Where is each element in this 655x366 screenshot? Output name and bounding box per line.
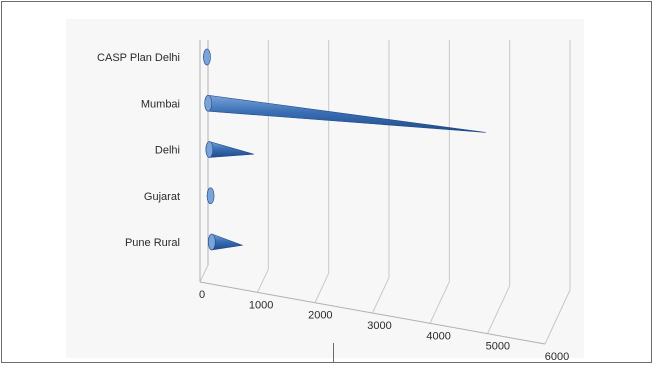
x-tick-label: 1000 xyxy=(249,299,273,311)
category-label: Pune Rural xyxy=(125,237,180,249)
category-label: Mumbai xyxy=(141,98,180,110)
category-labels: CASP Plan Delhi Mumbai Delhi Gujarat Pune Ru… xyxy=(97,52,180,249)
x-tick-label: 3000 xyxy=(367,320,391,332)
plot-area xyxy=(66,19,584,358)
gridline-floor-1 xyxy=(257,268,269,293)
gridline-floor-4 xyxy=(429,281,450,324)
bar-base-casp-plan-delhi xyxy=(203,48,211,66)
bar-mumbai xyxy=(204,94,486,133)
category-label: Gujarat xyxy=(144,191,180,203)
gridline-floor-3 xyxy=(372,277,390,314)
gridline-floor-0 xyxy=(199,264,209,283)
bar-base-pune-rural xyxy=(208,233,216,251)
gridlines xyxy=(199,40,571,345)
bar-base-mumbai xyxy=(204,94,212,112)
category-label: CASP Plan Delhi xyxy=(97,52,180,64)
value-axis-line xyxy=(199,281,546,345)
x-tick-label: 4000 xyxy=(426,330,450,342)
category-label: Delhi xyxy=(155,145,180,157)
x-tick-label: 2000 xyxy=(308,310,332,322)
gridline-floor-6 xyxy=(544,289,571,345)
bar-base-gujarat xyxy=(206,187,215,205)
gridline-floor-2 xyxy=(314,273,330,303)
x-tick-label: 6000 xyxy=(545,351,569,363)
bars xyxy=(203,48,486,251)
bar-base-delhi xyxy=(205,141,214,158)
frame-divider xyxy=(333,343,334,363)
x-tick-label: 0 xyxy=(199,289,205,301)
x-tick-labels: 0 1000 2000 3000 4000 5000 6000 xyxy=(199,289,569,363)
gridline-floor-5 xyxy=(487,285,511,334)
x-tick-label: 5000 xyxy=(486,341,510,353)
